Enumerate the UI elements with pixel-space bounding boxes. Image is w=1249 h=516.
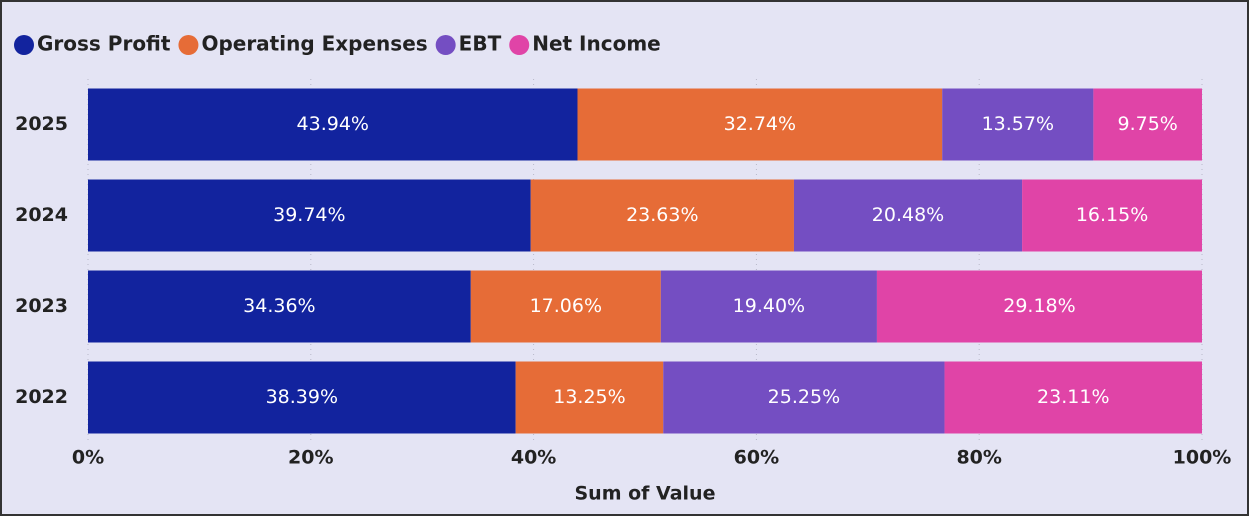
bar-segment (515, 361, 664, 434)
legend-label: Operating Expenses (201, 32, 427, 56)
legend-marker (435, 35, 456, 55)
bar-segment (88, 270, 471, 343)
value-label: 19.40% (733, 295, 805, 317)
bar-segment (530, 179, 794, 252)
value-label: 9.75% (1118, 113, 1178, 135)
x-tick-label: 60% (734, 447, 779, 469)
value-label: 43.94% (297, 113, 369, 135)
value-label: 23.63% (626, 204, 698, 226)
value-label: 23.11% (1037, 386, 1109, 408)
bar-segment (942, 88, 1094, 161)
value-label: 34.36% (243, 295, 315, 317)
bar-segment (470, 270, 661, 343)
value-label: 13.25% (553, 386, 625, 408)
bar-segment (944, 361, 1202, 434)
legend-label: EBT (459, 32, 502, 56)
bar-segment (876, 270, 1202, 343)
value-label: 17.06% (530, 295, 602, 317)
x-tick-label: 0% (72, 447, 104, 469)
bar-segment (577, 88, 943, 161)
bar-segment (660, 270, 877, 343)
legend-marker (509, 35, 530, 55)
x-tick-label: 40% (511, 447, 556, 469)
x-tick-label: 80% (956, 447, 1001, 469)
bar-segment (1093, 88, 1202, 161)
bar-segment (663, 361, 945, 434)
value-label: 20.48% (872, 204, 944, 226)
bar-segment (88, 361, 516, 434)
y-tick-label: 2022 (15, 386, 68, 408)
value-label: 32.74% (724, 113, 796, 135)
x-tick-label: 20% (288, 447, 333, 469)
bar-segment (88, 179, 531, 252)
value-label: 39.74% (273, 204, 345, 226)
legend-marker (14, 35, 34, 55)
legend-label: Gross Profit (37, 32, 171, 56)
value-label: 25.25% (768, 386, 840, 408)
value-label: 13.57% (982, 113, 1054, 135)
x-tick-label: 100% (1173, 447, 1232, 469)
bar-segment (793, 179, 1023, 252)
value-label: 29.18% (1003, 295, 1075, 317)
y-tick-label: 2024 (15, 204, 68, 226)
value-label: 38.39% (266, 386, 338, 408)
value-label: 16.15% (1076, 204, 1148, 226)
y-tick-label: 2023 (15, 295, 68, 317)
x-axis-title: Sum of Value (575, 483, 716, 505)
bar-segment (1022, 179, 1202, 252)
bar-segment (88, 88, 578, 161)
legend-label: Net Income (532, 32, 661, 56)
y-tick-label: 2025 (15, 113, 68, 135)
legend-marker (178, 35, 199, 55)
